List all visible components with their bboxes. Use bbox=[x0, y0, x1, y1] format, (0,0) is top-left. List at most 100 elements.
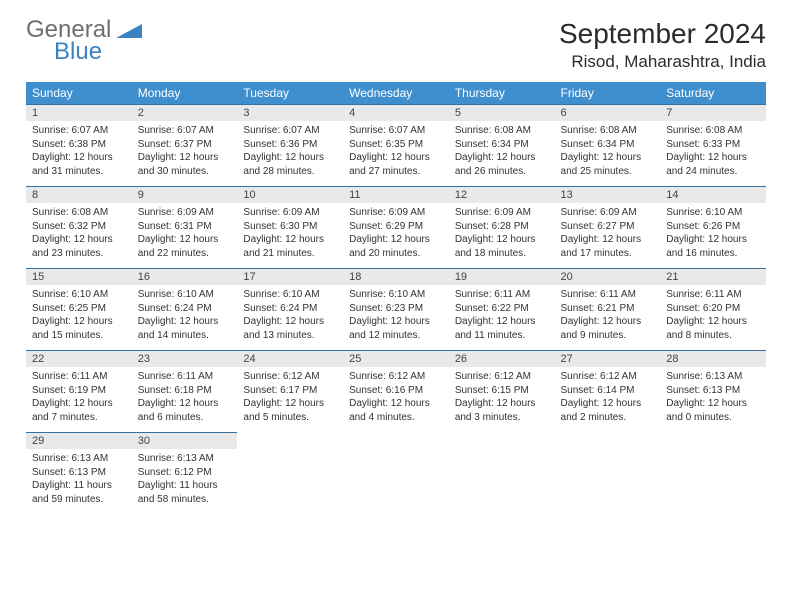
day-number: 29 bbox=[26, 433, 132, 449]
sunrise-line: Sunrise: 6:12 AM bbox=[349, 370, 443, 384]
sunset-line: Sunset: 6:32 PM bbox=[32, 220, 126, 234]
day-cell: 29Sunrise: 6:13 AMSunset: 6:13 PMDayligh… bbox=[26, 433, 132, 515]
sunset-line: Sunset: 6:35 PM bbox=[349, 138, 443, 152]
day-number: 23 bbox=[132, 351, 238, 367]
sunset-line: Sunset: 6:31 PM bbox=[138, 220, 232, 234]
daylight-line: Daylight: 12 hours and 0 minutes. bbox=[666, 397, 760, 424]
sunrise-line: Sunrise: 6:10 AM bbox=[666, 206, 760, 220]
daylight-line: Daylight: 12 hours and 30 minutes. bbox=[138, 151, 232, 178]
daylight-line: Daylight: 12 hours and 27 minutes. bbox=[349, 151, 443, 178]
logo-triangle-icon bbox=[116, 22, 142, 44]
day-number: 15 bbox=[26, 269, 132, 285]
day-number: 10 bbox=[237, 187, 343, 203]
weekday-header: Saturday bbox=[660, 82, 766, 105]
daylight-line: Daylight: 12 hours and 18 minutes. bbox=[455, 233, 549, 260]
sunrise-line: Sunrise: 6:11 AM bbox=[561, 288, 655, 302]
sunrise-line: Sunrise: 6:07 AM bbox=[349, 124, 443, 138]
sunrise-line: Sunrise: 6:09 AM bbox=[243, 206, 337, 220]
day-body: Sunrise: 6:11 AMSunset: 6:20 PMDaylight:… bbox=[660, 285, 766, 346]
sunset-line: Sunset: 6:13 PM bbox=[32, 466, 126, 480]
sunset-line: Sunset: 6:22 PM bbox=[455, 302, 549, 316]
day-body: Sunrise: 6:07 AMSunset: 6:36 PMDaylight:… bbox=[237, 121, 343, 182]
day-cell: 1Sunrise: 6:07 AMSunset: 6:38 PMDaylight… bbox=[26, 105, 132, 187]
day-body: Sunrise: 6:11 AMSunset: 6:18 PMDaylight:… bbox=[132, 367, 238, 428]
day-cell: 23Sunrise: 6:11 AMSunset: 6:18 PMDayligh… bbox=[132, 351, 238, 433]
daylight-line: Daylight: 11 hours and 58 minutes. bbox=[138, 479, 232, 506]
daylight-line: Daylight: 12 hours and 14 minutes. bbox=[138, 315, 232, 342]
logo: General Blue bbox=[26, 18, 142, 64]
sunset-line: Sunset: 6:23 PM bbox=[349, 302, 443, 316]
daylight-line: Daylight: 12 hours and 2 minutes. bbox=[561, 397, 655, 424]
day-cell: 6Sunrise: 6:08 AMSunset: 6:34 PMDaylight… bbox=[555, 105, 661, 187]
daylight-line: Daylight: 12 hours and 31 minutes. bbox=[32, 151, 126, 178]
calendar-table: SundayMondayTuesdayWednesdayThursdayFrid… bbox=[26, 82, 766, 515]
daylight-line: Daylight: 12 hours and 22 minutes. bbox=[138, 233, 232, 260]
week-row: 8Sunrise: 6:08 AMSunset: 6:32 PMDaylight… bbox=[26, 187, 766, 269]
daylight-line: Daylight: 12 hours and 28 minutes. bbox=[243, 151, 337, 178]
daylight-line: Daylight: 11 hours and 59 minutes. bbox=[32, 479, 126, 506]
week-row: 22Sunrise: 6:11 AMSunset: 6:19 PMDayligh… bbox=[26, 351, 766, 433]
sunset-line: Sunset: 6:34 PM bbox=[455, 138, 549, 152]
day-number: 20 bbox=[555, 269, 661, 285]
day-cell: 14Sunrise: 6:10 AMSunset: 6:26 PMDayligh… bbox=[660, 187, 766, 269]
day-body: Sunrise: 6:09 AMSunset: 6:31 PMDaylight:… bbox=[132, 203, 238, 264]
daylight-line: Daylight: 12 hours and 5 minutes. bbox=[243, 397, 337, 424]
daylight-line: Daylight: 12 hours and 21 minutes. bbox=[243, 233, 337, 260]
empty-cell bbox=[660, 433, 766, 515]
day-number: 25 bbox=[343, 351, 449, 367]
sunrise-line: Sunrise: 6:11 AM bbox=[455, 288, 549, 302]
day-body: Sunrise: 6:08 AMSunset: 6:33 PMDaylight:… bbox=[660, 121, 766, 182]
sunrise-line: Sunrise: 6:12 AM bbox=[243, 370, 337, 384]
day-body: Sunrise: 6:12 AMSunset: 6:16 PMDaylight:… bbox=[343, 367, 449, 428]
sunset-line: Sunset: 6:20 PM bbox=[666, 302, 760, 316]
empty-cell bbox=[343, 433, 449, 515]
day-number: 5 bbox=[449, 105, 555, 121]
day-body: Sunrise: 6:12 AMSunset: 6:15 PMDaylight:… bbox=[449, 367, 555, 428]
day-body: Sunrise: 6:11 AMSunset: 6:22 PMDaylight:… bbox=[449, 285, 555, 346]
day-cell: 4Sunrise: 6:07 AMSunset: 6:35 PMDaylight… bbox=[343, 105, 449, 187]
daylight-line: Daylight: 12 hours and 4 minutes. bbox=[349, 397, 443, 424]
day-body: Sunrise: 6:10 AMSunset: 6:23 PMDaylight:… bbox=[343, 285, 449, 346]
day-body: Sunrise: 6:07 AMSunset: 6:38 PMDaylight:… bbox=[26, 121, 132, 182]
weekday-header: Sunday bbox=[26, 82, 132, 105]
day-number: 13 bbox=[555, 187, 661, 203]
day-number: 27 bbox=[555, 351, 661, 367]
day-number: 16 bbox=[132, 269, 238, 285]
day-body: Sunrise: 6:10 AMSunset: 6:25 PMDaylight:… bbox=[26, 285, 132, 346]
daylight-line: Daylight: 12 hours and 7 minutes. bbox=[32, 397, 126, 424]
day-body: Sunrise: 6:13 AMSunset: 6:12 PMDaylight:… bbox=[132, 449, 238, 510]
daylight-line: Daylight: 12 hours and 3 minutes. bbox=[455, 397, 549, 424]
sunset-line: Sunset: 6:29 PM bbox=[349, 220, 443, 234]
day-body: Sunrise: 6:07 AMSunset: 6:35 PMDaylight:… bbox=[343, 121, 449, 182]
calendar-body: SundayMondayTuesdayWednesdayThursdayFrid… bbox=[26, 82, 766, 515]
sunrise-line: Sunrise: 6:10 AM bbox=[138, 288, 232, 302]
daylight-line: Daylight: 12 hours and 6 minutes. bbox=[138, 397, 232, 424]
sunrise-line: Sunrise: 6:11 AM bbox=[32, 370, 126, 384]
day-cell: 16 Sunrise: 6:10 AMSunset: 6:24 PMDayligh… bbox=[132, 269, 238, 351]
sunrise-line: Sunrise: 6:13 AM bbox=[138, 452, 232, 466]
day-cell: 12Sunrise: 6:09 AMSunset: 6:28 PMDayligh… bbox=[449, 187, 555, 269]
day-cell: 7Sunrise: 6:08 AMSunset: 6:33 PMDaylight… bbox=[660, 105, 766, 187]
empty-cell bbox=[449, 433, 555, 515]
sunrise-line: Sunrise: 6:10 AM bbox=[32, 288, 126, 302]
sunset-line: Sunset: 6:16 PM bbox=[349, 384, 443, 398]
sunset-line: Sunset: 6:33 PM bbox=[666, 138, 760, 152]
day-cell: 28Sunrise: 6:13 AMSunset: 6:13 PMDayligh… bbox=[660, 351, 766, 433]
sunrise-line: Sunrise: 6:08 AM bbox=[32, 206, 126, 220]
location: Risod, Maharashtra, India bbox=[559, 52, 766, 72]
sunrise-line: Sunrise: 6:10 AM bbox=[243, 288, 337, 302]
sunrise-line: Sunrise: 6:08 AM bbox=[666, 124, 760, 138]
day-cell: 30Sunrise: 6:13 AMSunset: 6:12 PMDayligh… bbox=[132, 433, 238, 515]
day-cell: 11Sunrise: 6:09 AMSunset: 6:29 PMDayligh… bbox=[343, 187, 449, 269]
day-body: Sunrise: 6:09 AMSunset: 6:30 PMDaylight:… bbox=[237, 203, 343, 264]
sunrise-line: Sunrise: 6:12 AM bbox=[561, 370, 655, 384]
day-number: 1 bbox=[26, 105, 132, 121]
sunset-line: Sunset: 6:36 PM bbox=[243, 138, 337, 152]
sunset-line: Sunset: 6:24 PM bbox=[138, 302, 232, 316]
day-number: 22 bbox=[26, 351, 132, 367]
daylight-line: Daylight: 12 hours and 12 minutes. bbox=[349, 315, 443, 342]
day-cell: 20Sunrise: 6:11 AMSunset: 6:21 PMDayligh… bbox=[555, 269, 661, 351]
day-number: 9 bbox=[132, 187, 238, 203]
day-body: Sunrise: 6:13 AMSunset: 6:13 PMDaylight:… bbox=[660, 367, 766, 428]
sunset-line: Sunset: 6:12 PM bbox=[138, 466, 232, 480]
